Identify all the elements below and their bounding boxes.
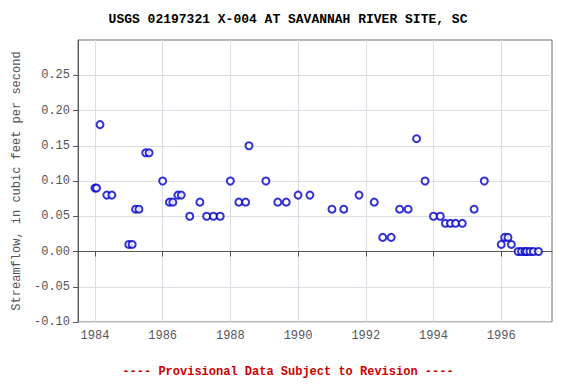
svg-text:1990: 1990	[284, 329, 313, 343]
svg-text:---- Provisional Data Subject: ---- Provisional Data Subject to Revisio…	[122, 365, 453, 379]
svg-text:USGS 02197321 X-004 AT SAVANNA: USGS 02197321 X-004 AT SAVANNAH RIVER SI…	[109, 12, 468, 27]
svg-text:1984: 1984	[81, 329, 110, 343]
svg-text:0.05: 0.05	[41, 209, 70, 223]
svg-text:1992: 1992	[351, 329, 380, 343]
svg-text:1994: 1994	[419, 329, 448, 343]
svg-text:-0.05: -0.05	[34, 280, 70, 294]
svg-text:0.15: 0.15	[41, 139, 70, 153]
svg-text:0.10: 0.10	[41, 174, 70, 188]
svg-text:-0.10: -0.10	[34, 315, 70, 329]
svg-text:0.00: 0.00	[41, 245, 70, 259]
svg-text:0.20: 0.20	[41, 104, 70, 118]
svg-text:Streamflow, in cubic feet per: Streamflow, in cubic feet per second	[10, 51, 24, 310]
svg-text:1996: 1996	[487, 329, 516, 343]
svg-text:1986: 1986	[148, 329, 177, 343]
svg-text:0.25: 0.25	[41, 68, 70, 82]
svg-text:1988: 1988	[216, 329, 245, 343]
